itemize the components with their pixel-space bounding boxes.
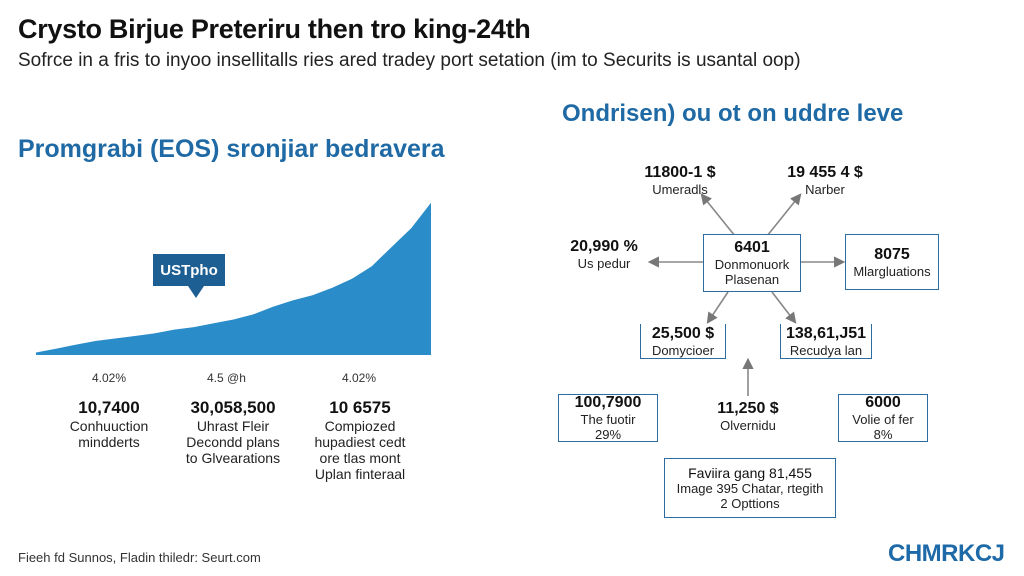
stat-2-label-line-2: Decondd plans <box>186 434 280 450</box>
node-row-center-value: 11,250 $ <box>717 400 779 417</box>
page-subtitle: Sofrce in a fris to inyoo insellitalls r… <box>18 50 801 71</box>
stat-1-label-line-1: Conhuuction <box>69 418 149 434</box>
node-bottom-left-value: 25,500 $ <box>651 324 715 342</box>
node-row-right-label-line-2: 8% <box>873 427 893 442</box>
stat-3-label-line-3: ore tlas mont <box>319 450 401 466</box>
stat-1-label-line-2: mindderts <box>78 434 140 450</box>
chart-heading: Promgrabi (EOS) sronjiar bedravera <box>18 135 445 163</box>
node-right-value: 8075 <box>874 245 910 263</box>
bottom-box-line-2: Image 395 Chatar, rtegith <box>676 481 824 496</box>
stat-3-value: 10 6575 <box>329 398 391 417</box>
stat-1: 10,7400 Conhuuction mindderts <box>34 398 184 450</box>
node-bottom-right-value: 138,61,J51 <box>785 324 867 342</box>
area-chart <box>36 202 431 355</box>
stat-2-value: 30,058,500 <box>190 398 276 417</box>
node-bottom-right-label: Recudya lan <box>789 342 863 358</box>
chart-callout: USTpho <box>153 254 225 286</box>
center-node-label-line-1: Donmonuork <box>714 257 790 272</box>
node-left-label: Us pedur <box>577 256 631 271</box>
page-title: Crysto Birjue Preteriru then tro king-24… <box>18 14 531 44</box>
stat-2-label-line-1: Uhrast Fleir <box>196 418 270 434</box>
node-top-right-value: 19 455 4 $ <box>787 164 863 181</box>
node-row-left: 100,7900 The fuotir 29% <box>558 394 658 442</box>
node-row-right-value: 6000 <box>865 394 901 411</box>
node-row-right-label-line-1: Volie of fer <box>852 412 914 427</box>
stat-3-label-line-4: Uplan finteraal <box>314 466 406 482</box>
node-bottom-left-label: Domycioer <box>651 342 715 358</box>
node-top-left-label: Umeradls <box>652 182 708 197</box>
tick-label-1: 4.02% <box>92 371 127 385</box>
node-row-right: 6000 Volie of fer 8% <box>838 394 928 442</box>
node-top-left-value: 11800-1 $ <box>644 164 716 181</box>
node-left-value: 20,990 % <box>570 238 638 255</box>
node-row-left-label-line-2: 29% <box>594 427 622 442</box>
node-bottom-right: 138,61,J51 Recudya lan <box>780 324 872 359</box>
node-row-left-value: 100,7900 <box>574 394 642 411</box>
node-bottom-left: 25,500 $ Domycioer <box>640 324 726 359</box>
stat-1-value: 10,7400 <box>78 398 140 417</box>
node-top-right-label: Narber <box>805 182 845 197</box>
stat-3-label-line-1: Compiozed <box>324 418 396 434</box>
node-row-left-label-line-1: The fuotir <box>580 412 636 427</box>
stat-2-label-line-3: to Glvearations <box>185 450 281 466</box>
tick-label-3: 4.02% <box>342 371 377 385</box>
stat-3-label-line-2: hupadiest cedt <box>314 434 406 450</box>
node-top-left: 11800-1 $ Umeradls <box>630 164 730 197</box>
arrow-bottom-left <box>706 291 729 324</box>
arrow-bottom-right <box>771 291 797 324</box>
node-row-center: 11,250 $ Olvernidu <box>700 400 796 433</box>
node-top-right: 19 455 4 $ Narber <box>770 164 880 197</box>
node-right: 8075 Mlargluations <box>845 234 939 290</box>
node-left: 20,990 % Us pedur <box>560 238 648 271</box>
arrow-top-right <box>766 193 802 237</box>
area-series <box>36 202 431 355</box>
bottom-box-line-3: 2 Opttions <box>720 496 780 511</box>
bottom-box-line-1: Faviira gang 81,455 <box>688 465 812 481</box>
center-node-value: 6401 <box>734 239 770 256</box>
node-row-center-label: Olvernidu <box>720 418 776 433</box>
diagram-center-node: 6401 Donmonuork Plasenan <box>703 234 801 292</box>
brand-logo: CHMRKCJ <box>888 540 1005 567</box>
diagram-heading: Ondrisen) ou ot on uddre leve <box>562 100 904 127</box>
arrow-top-left <box>700 193 736 237</box>
node-right-label: Mlargluations <box>853 263 931 279</box>
stat-3: 10 6575 Compiozed hupadiest cedt ore tla… <box>285 398 435 482</box>
chart-callout-tail <box>188 286 204 298</box>
node-bottom-box: Faviira gang 81,455 Image 395 Chatar, rt… <box>664 458 836 518</box>
footer-source: Fieeh fd Sunnos, Fladin thiledr: Seurt.c… <box>18 550 261 565</box>
tick-label-2: 4.5 @h <box>207 371 246 385</box>
stat-2: 30,058,500 Uhrast Fleir Decondd plans to… <box>158 398 308 466</box>
center-node-label-line-2: Plasenan <box>724 272 780 287</box>
